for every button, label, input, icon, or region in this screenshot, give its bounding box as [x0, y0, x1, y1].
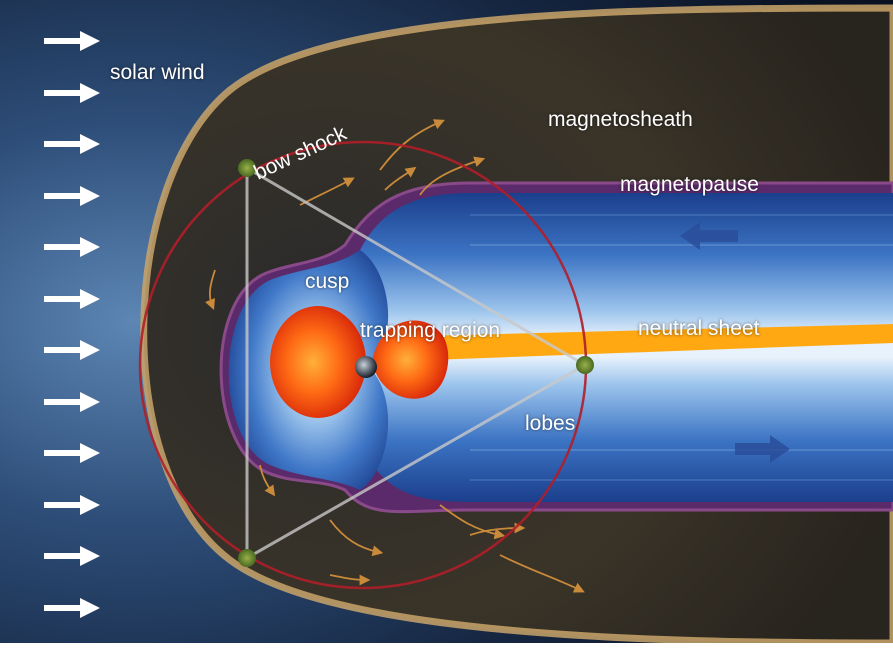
- solar-wind-label: solar wind: [110, 61, 205, 84]
- lobes-label: lobes: [525, 412, 576, 435]
- cusp-label: cusp: [305, 270, 350, 293]
- sheath-flow-arrow: [259, 464, 276, 497]
- sheath-flow-arrow: [419, 156, 486, 196]
- spacecraft-marker: [238, 549, 256, 567]
- solar-wind-arrow: [44, 82, 100, 103]
- magnetosheath-label: magnetosheath: [548, 108, 693, 131]
- sheath-flow-arrow: [329, 519, 384, 557]
- sheath-flow-arrow: [379, 119, 445, 171]
- sheath-flow-arrow: [384, 166, 417, 191]
- neutral-sheet: [420, 324, 893, 360]
- solar-wind-arrow: [44, 546, 100, 566]
- solar-wind-arrow: [44, 494, 100, 515]
- spacecraft-marker: [238, 159, 256, 177]
- trapping-region-label: trapping region: [360, 319, 501, 342]
- solar-wind-arrow: [44, 31, 100, 51]
- formation-triangle: [245, 165, 589, 561]
- sheath-flow-arrow: [439, 504, 506, 540]
- tail-flow-arrow-upper: [680, 222, 738, 250]
- sheath-flow-arrow: [204, 269, 216, 311]
- solar-wind-arrow: [44, 443, 100, 463]
- neutral-sheet-label: neutral sheet: [638, 317, 760, 340]
- solar-wind-arrow: [44, 391, 100, 412]
- solar-wind-arrow: [44, 288, 100, 309]
- solar-wind-arrow: [44, 597, 100, 618]
- earth: [355, 356, 377, 378]
- radiation-belt-left: [270, 306, 366, 418]
- sheath-flow-arrow: [499, 554, 585, 593]
- magnetopause-label: magnetopause: [620, 173, 759, 196]
- solar-wind-arrow: [44, 185, 100, 206]
- sheath-flow-arrow: [329, 574, 371, 586]
- spacecraft-marker: [576, 356, 594, 374]
- tail-flow-arrow-lower: [735, 435, 790, 463]
- solar-wind-arrow: [44, 134, 100, 154]
- solar-wind-arrow: [44, 340, 100, 360]
- solar-wind-arrow: [44, 237, 100, 257]
- radiation-belt-right: [372, 320, 449, 399]
